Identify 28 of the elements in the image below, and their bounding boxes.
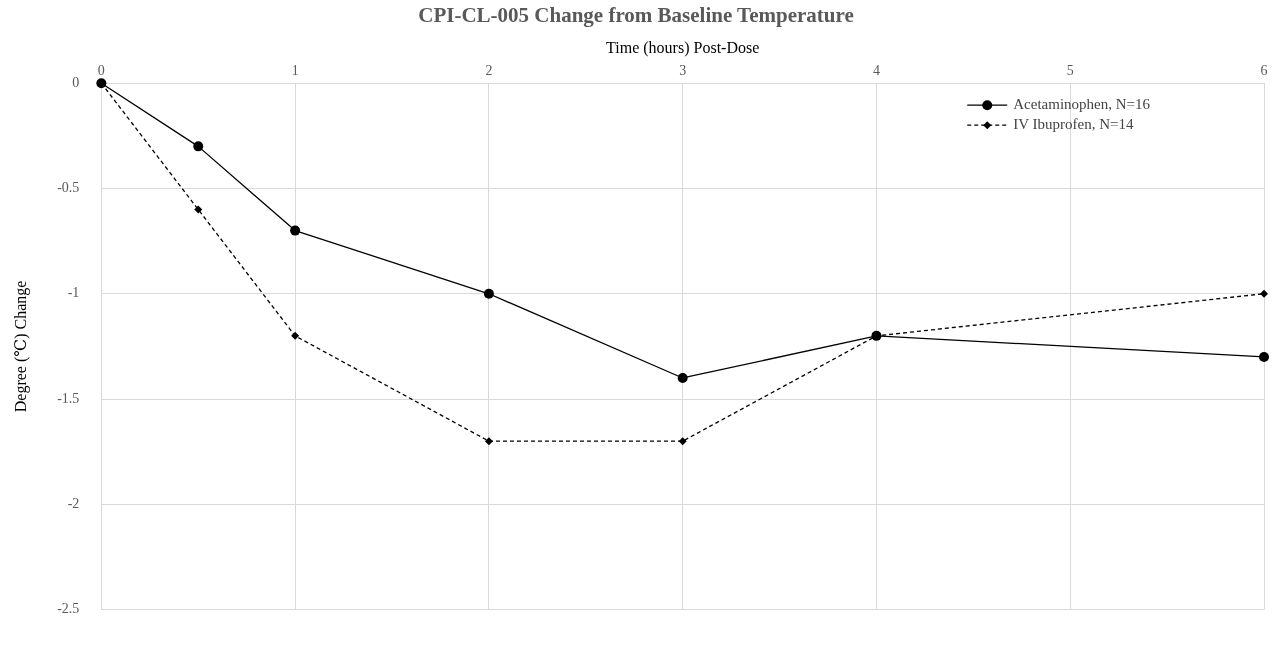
y-tick-label: -1 [67, 285, 80, 301]
x-tick-label: 0 [97, 63, 105, 79]
x-tick-label: 5 [1066, 63, 1074, 79]
y-tick-label: -2 [67, 495, 80, 511]
x-axis-title: Time (hours) Post-Dose [606, 39, 760, 57]
point [678, 437, 687, 446]
x-tick-label: 6 [1260, 63, 1268, 79]
x-tick-label: 2 [485, 63, 493, 79]
point [484, 437, 493, 446]
y-tick-label: 0 [72, 74, 80, 90]
legend-label: IV Ibuprofen, N=14 [1013, 116, 1134, 133]
chart-title: CPI-CL-005 Change from Baseline Temperature [418, 3, 854, 28]
legend-label: Acetaminophen, N=16 [1013, 96, 1151, 113]
x-tick-label: 1 [291, 63, 299, 79]
point [193, 141, 204, 152]
point [483, 288, 494, 299]
y-axis-title: Degree (℃) Change [11, 280, 30, 413]
point [1260, 289, 1268, 298]
point [291, 331, 300, 340]
point [194, 205, 203, 214]
x-tick-label: 3 [679, 63, 687, 79]
x-tick-label: 4 [872, 63, 880, 79]
point [290, 225, 301, 236]
y-tick-label: -2.5 [57, 601, 80, 617]
point [677, 372, 688, 383]
y-tick-label: -1.5 [57, 390, 80, 406]
point [1259, 351, 1269, 362]
y-tick-label: -0.5 [57, 180, 80, 196]
